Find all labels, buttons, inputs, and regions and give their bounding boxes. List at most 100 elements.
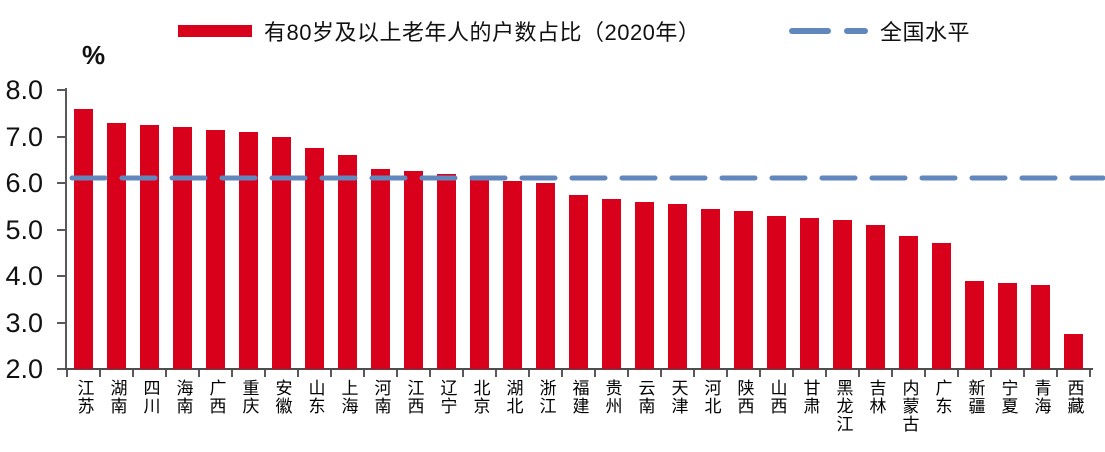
x-category-slot: 辽宁 xyxy=(430,379,463,415)
x-category-slot: 江苏 xyxy=(67,379,100,415)
x-category-label: 黑龙江 xyxy=(833,379,853,433)
x-category-slot: 吉林 xyxy=(859,379,892,415)
x-category-slot: 海南 xyxy=(166,379,199,415)
x-category-slot: 河南 xyxy=(364,379,397,415)
bar-series-label: 有80岁及以上老年人的户数占比（2020年） xyxy=(264,20,701,45)
x-axis-tick xyxy=(990,370,992,377)
plot-area: 8.0 7.0 6.0 5.0 4.0 3.0 2.0 江苏 湖南 四川 海南 广西 重庆 安徽 山东 上海河… xyxy=(5,76,1105,433)
x-axis-tick xyxy=(924,370,926,377)
bar-吉林 xyxy=(866,224,885,369)
x-category-slot: 福建 xyxy=(562,379,595,415)
y-axis-tick xyxy=(57,321,65,324)
dashed-line-swatch-icon xyxy=(789,28,868,34)
x-axis-tick xyxy=(1056,370,1058,377)
x-axis-tick xyxy=(1023,370,1025,377)
x-axis-tick xyxy=(1089,370,1091,377)
x-category-label: 广东 xyxy=(932,379,952,415)
x-axis-tick xyxy=(429,370,431,377)
x-category-label: 贵州 xyxy=(602,379,622,415)
x-category-label: 江西 xyxy=(404,379,424,415)
y-tick-label: 6.0 xyxy=(5,168,43,198)
x-axis-tick xyxy=(264,370,266,377)
x-category-slot: 北京 xyxy=(463,379,496,415)
x-category-label: 山西 xyxy=(767,379,787,415)
y-tick-label: 5.0 xyxy=(5,214,43,245)
x-category-label: 新疆 xyxy=(965,379,985,415)
x-axis-tick xyxy=(198,370,200,377)
bar-浙江 xyxy=(536,183,555,369)
x-axis-tick xyxy=(825,370,827,377)
bar-安徽 xyxy=(272,136,291,369)
x-axis-tick xyxy=(99,370,101,377)
x-axis-tick xyxy=(528,370,530,377)
x-category-label: 辽宁 xyxy=(437,379,457,415)
y-axis-tick xyxy=(57,368,65,370)
bar-云南 xyxy=(635,201,654,369)
x-category-slot: 西藏 xyxy=(1057,379,1090,415)
bar-内蒙古 xyxy=(899,236,918,369)
bar-广西 xyxy=(206,129,225,369)
x-axis-tick xyxy=(363,370,365,377)
bar-新疆 xyxy=(965,280,984,369)
x-category-slot: 上海 xyxy=(331,379,364,415)
x-axis-tick xyxy=(165,370,167,377)
bar-贵州 xyxy=(602,199,621,369)
bar-广东 xyxy=(932,243,951,369)
y-axis-tick xyxy=(57,228,65,231)
x-category-slot: 天津 xyxy=(661,379,694,415)
x-axis-line xyxy=(65,368,1093,370)
x-category-label: 重庆 xyxy=(239,379,259,415)
bar-四川 xyxy=(140,124,159,369)
legend-item-bar-series: 有80岁及以上老年人的户数占比（2020年） xyxy=(178,17,700,45)
bar-山西 xyxy=(767,215,786,369)
bar-河南 xyxy=(371,169,390,369)
y-tick-label: 2.0 xyxy=(5,354,43,384)
x-category-label: 陕西 xyxy=(734,379,754,415)
x-category-slot: 安徽 xyxy=(265,379,298,415)
x-category-label: 河北 xyxy=(701,379,721,415)
x-axis-tick xyxy=(726,370,728,377)
x-axis-tick xyxy=(627,370,629,377)
x-category-label: 广西 xyxy=(206,379,226,415)
x-category-slot: 湖北 xyxy=(496,379,529,415)
x-axis-tick xyxy=(759,370,761,377)
x-axis-tick xyxy=(231,370,233,377)
bar-山东 xyxy=(305,148,324,369)
bar-江苏 xyxy=(74,108,93,369)
x-axis-tick xyxy=(891,370,893,377)
bar-福建 xyxy=(569,194,588,369)
x-category-label: 云南 xyxy=(635,379,655,415)
x-axis-tick xyxy=(396,370,398,377)
x-axis-tick xyxy=(957,370,959,377)
bar-湖北 xyxy=(503,180,522,369)
y-axis-unit-label: % xyxy=(82,40,106,70)
x-category-slot: 湖南 xyxy=(100,379,133,415)
x-category-slot: 陕西 xyxy=(727,379,760,415)
x-category-slot: 黑龙江 xyxy=(826,379,859,433)
y-tick-label: 3.0 xyxy=(5,307,43,338)
y-axis-tick xyxy=(57,275,65,277)
y-axis-tick xyxy=(57,89,65,91)
x-axis-tick xyxy=(132,370,134,377)
bar-辽宁 xyxy=(437,173,456,369)
x-category-label: 天津 xyxy=(668,379,688,415)
x-axis-tick xyxy=(693,370,695,377)
x-category-slot: 浙江 xyxy=(529,379,562,415)
bar-江西 xyxy=(404,171,423,369)
bar-陕西 xyxy=(734,210,753,369)
x-category-label: 上海 xyxy=(338,379,358,415)
x-axis-tick xyxy=(495,370,497,377)
x-category-slot: 山东 xyxy=(298,379,331,415)
bar-黑龙江 xyxy=(833,220,852,369)
x-category-slot: 贵州 xyxy=(595,379,628,415)
x-category-label: 湖南 xyxy=(107,379,127,415)
x-category-label: 江苏 xyxy=(74,379,94,415)
x-axis-tick xyxy=(66,370,68,377)
x-category-label: 四川 xyxy=(140,379,160,415)
x-category-slot: 宁夏 xyxy=(991,379,1024,415)
x-category-label: 内蒙古 xyxy=(899,379,919,433)
x-category-label: 河南 xyxy=(371,379,391,415)
x-axis-tick xyxy=(297,370,299,377)
x-category-label: 山东 xyxy=(305,379,325,415)
